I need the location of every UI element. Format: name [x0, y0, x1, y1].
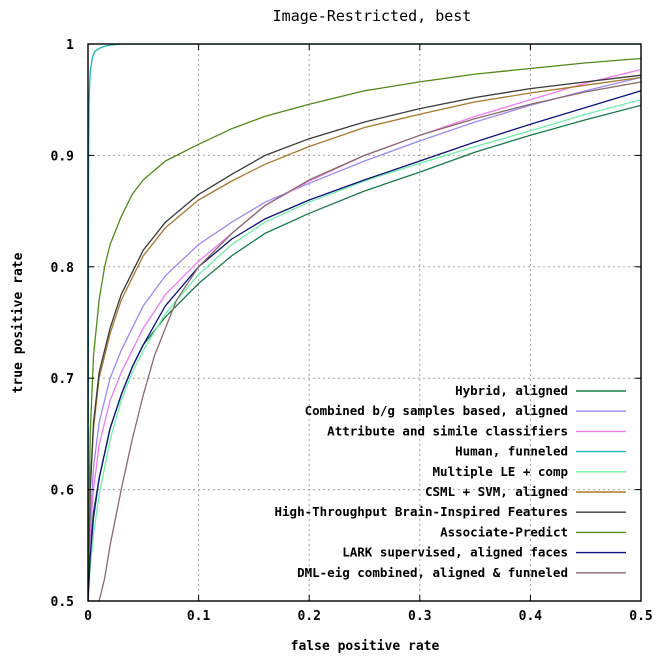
y-axis-label: true positive rate: [11, 252, 26, 393]
legend-label: High-Throughput Brain-Inspired Features: [275, 504, 569, 519]
x-tick-label: 0.3: [408, 609, 431, 624]
series-line-7: [88, 74, 641, 601]
y-tick-label: 0.9: [51, 149, 74, 164]
y-tick-label: 0.6: [51, 484, 75, 499]
legend-label: DML-eig combined, aligned & funneled: [297, 565, 568, 580]
x-tick-label: 0.2: [297, 609, 320, 624]
y-tick-label: 1: [66, 38, 74, 53]
legend-label: Combined b/g samples based, aligned: [305, 403, 568, 418]
x-tick-label: 0: [84, 609, 92, 624]
series-line-4: [88, 44, 641, 601]
y-tick-label: 0.8: [51, 261, 75, 276]
series-layer: [88, 44, 641, 601]
series-line-8: [88, 57, 641, 601]
x-axis-label: false positive rate: [291, 639, 440, 654]
plot-frame: [87, 43, 642, 602]
chart-title: Image-Restricted, best: [273, 7, 472, 25]
legend-label: Associate-Predict: [440, 524, 568, 539]
series-line-3: [88, 68, 641, 601]
x-tick-label: 0.1: [187, 609, 211, 624]
legend-label: Attribute and simile classifiers: [327, 423, 568, 438]
legend-label: Hybrid, aligned: [455, 383, 568, 398]
x-tick-label: 0.5: [629, 609, 652, 624]
y-tick-label: 0.7: [51, 372, 74, 387]
x-tick-label: 0.4: [519, 609, 543, 624]
legend-label: Multiple LE + comp: [433, 464, 568, 479]
series-line-2: [88, 76, 641, 601]
legend: Hybrid, aligned Combined b/g samples base…: [275, 383, 626, 580]
y-tick-label: 0.5: [51, 595, 74, 610]
tick-layer: 0 0.1 0.2 0.3 0.4 0.5 0.5 0.6 0.7 0.8 0.9 1: [51, 38, 653, 624]
legend-label: LARK supervised, aligned faces: [342, 545, 568, 560]
legend-label: CSML + SVM, aligned: [425, 484, 568, 499]
series-line-10: [88, 81, 641, 601]
legend-label: Human, funneled: [455, 444, 568, 459]
series-line-5: [88, 99, 641, 601]
